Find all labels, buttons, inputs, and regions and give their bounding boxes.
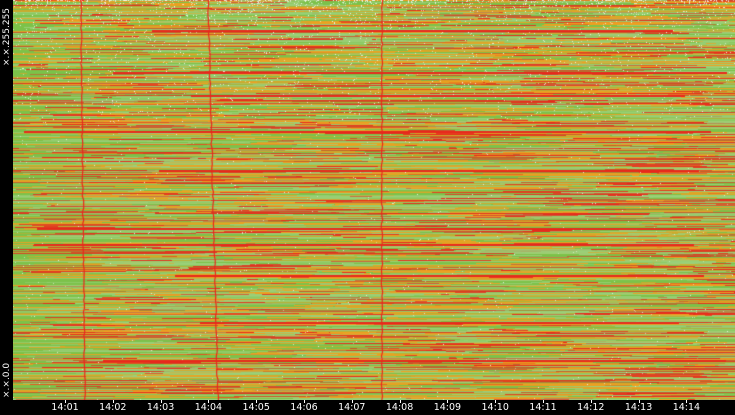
- x-axis: 14:01 14:02 14:03 14:04 14:05 14:06 14:07 14:08…: [13, 400, 735, 415]
- heatmap-canvas[interactable]: [13, 0, 735, 400]
- x-tick-mark: [304, 400, 305, 403]
- x-tick-mark: [65, 400, 66, 403]
- x-tick-mark: [447, 400, 449, 403]
- x-tick-label: 14:12: [577, 402, 605, 413]
- x-tick-label: 14:11: [529, 402, 557, 413]
- x-tick-label: 14:02: [99, 402, 127, 413]
- x-tick-mark: [543, 400, 544, 403]
- x-tick-label: 14:01: [51, 402, 79, 413]
- x-tick-mark: [256, 400, 258, 403]
- address-time-heatmap[interactable]: [13, 0, 735, 400]
- x-tick-mark: [112, 400, 114, 403]
- x-tick-label: 14:08: [385, 402, 414, 413]
- x-tick-label: 14:10: [481, 402, 509, 413]
- x-tick-mark: [590, 400, 592, 403]
- x-tick-label: 14:03: [146, 402, 175, 413]
- x-tick-mark: [638, 400, 640, 403]
- x-tick-label: 14:07: [338, 402, 366, 413]
- x-tick-label: 14:06: [290, 402, 318, 413]
- x-tick-mark: [351, 400, 353, 403]
- x-tick-mark: [399, 400, 401, 403]
- y-axis-label-bottom: ×.×.0.0: [2, 362, 12, 398]
- y-axis: ×.×.255.255 ×.×.0.0: [0, 0, 13, 400]
- x-tick-label: 14:04: [194, 402, 223, 413]
- x-tick-label: 14:14: [672, 402, 701, 413]
- x-tick-label: 14:05: [242, 402, 270, 413]
- y-axis-label-top: ×.×.255.255: [2, 7, 12, 66]
- x-tick-mark: [686, 400, 688, 403]
- x-tick-label: 14:13: [624, 402, 653, 413]
- x-tick-mark: [160, 400, 162, 403]
- x-tick-label: 14:09: [433, 402, 462, 413]
- x-tick-mark: [495, 400, 497, 403]
- x-tick-mark: [208, 400, 210, 403]
